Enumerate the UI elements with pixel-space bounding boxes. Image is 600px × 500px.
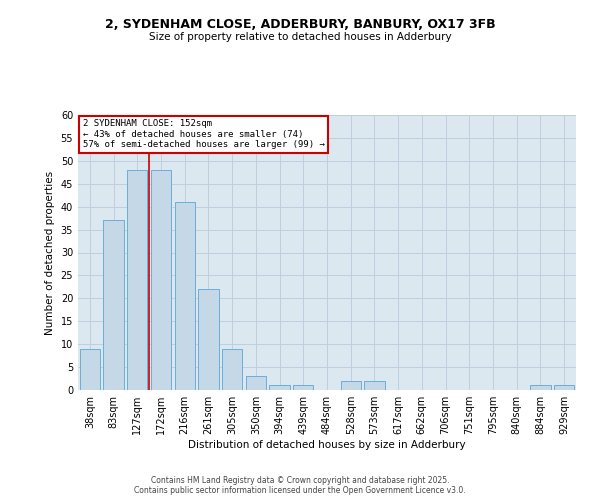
Bar xyxy=(530,386,551,390)
Text: Contains HM Land Registry data © Crown copyright and database right 2025.
Contai: Contains HM Land Registry data © Crown c… xyxy=(134,476,466,495)
Text: 2 SYDENHAM CLOSE: 152sqm
← 43% of detached houses are smaller (74)
57% of semi-d: 2 SYDENHAM CLOSE: 152sqm ← 43% of detach… xyxy=(83,119,325,149)
Bar xyxy=(151,170,171,390)
Bar xyxy=(80,349,100,390)
Y-axis label: Number of detached properties: Number of detached properties xyxy=(45,170,55,334)
Text: 2, SYDENHAM CLOSE, ADDERBURY, BANBURY, OX17 3FB: 2, SYDENHAM CLOSE, ADDERBURY, BANBURY, O… xyxy=(104,18,496,30)
Bar xyxy=(175,202,195,390)
Bar xyxy=(127,170,148,390)
Bar xyxy=(341,381,361,390)
X-axis label: Distribution of detached houses by size in Adderbury: Distribution of detached houses by size … xyxy=(188,440,466,450)
Bar xyxy=(554,386,574,390)
Bar xyxy=(246,376,266,390)
Bar xyxy=(364,381,385,390)
Bar xyxy=(103,220,124,390)
Bar xyxy=(269,386,290,390)
Text: Size of property relative to detached houses in Adderbury: Size of property relative to detached ho… xyxy=(149,32,451,42)
Bar xyxy=(222,349,242,390)
Bar xyxy=(199,289,218,390)
Bar xyxy=(293,386,313,390)
